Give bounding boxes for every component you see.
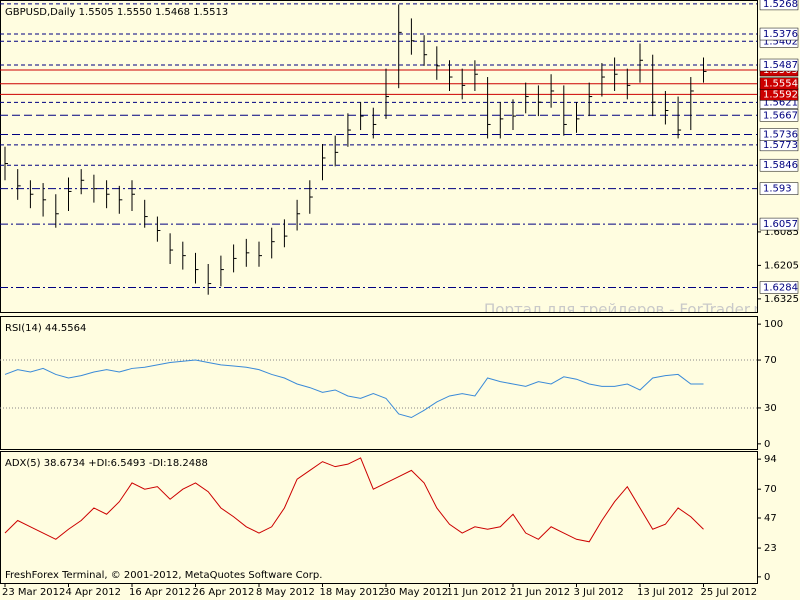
pane-title: GBPUSD,Daily 1.5505 1.5550 1.5468 1.5513 (5, 7, 228, 18)
level-label: 1.5621 (763, 97, 798, 108)
level-label: 1.6284 (763, 282, 798, 293)
y-tick-label: 70 (764, 355, 777, 366)
level-box (759, 217, 799, 231)
pane-frame (0, 0, 758, 313)
level-label: 1.5592 (763, 89, 798, 100)
x-tick-label: 23 Mar 2012 (2, 587, 65, 598)
watermark: Портал для трейдеров - ForTrader.ru (484, 301, 769, 319)
x-tick-label: 3 Jul 2012 (574, 587, 624, 598)
level-box (759, 58, 799, 72)
y-tick-label: 70 (764, 484, 777, 495)
level-box (759, 109, 799, 122)
level-label: 1.5554 (763, 79, 798, 90)
level-label: 1.5376 (763, 29, 798, 40)
level-label: 1.5736 (763, 130, 798, 141)
y-tick-label: 0 (764, 572, 770, 583)
level-label: 1.5773 (763, 140, 798, 151)
x-tick-label: 18 May 2012 (320, 587, 385, 598)
level-label: 1.5667 (763, 110, 798, 121)
level-label: 1.5268 (763, 0, 798, 10)
level-label: 1.5846 (763, 160, 798, 171)
x-tick-label: 21 Jun 2012 (510, 587, 570, 598)
level-box (759, 27, 799, 41)
x-tick-label: 30 May 2012 (383, 587, 448, 598)
y-tick-label: 94 (764, 454, 777, 465)
x-tick-label: 26 Apr 2012 (193, 587, 255, 598)
level-label: 1.5487 (763, 60, 798, 71)
pane-title: RSI(14) 44.5564 (5, 323, 86, 334)
level-label: 1.593 (763, 184, 792, 195)
y-tick-label: 100 (764, 319, 783, 330)
level-box (759, 281, 799, 294)
x-tick-label: 11 Jun 2012 (447, 587, 507, 598)
price-plot: Портал для трейдеров - ForTrader.ru (0, 3, 769, 319)
y-tick-label: 23 (764, 543, 777, 554)
y-tick-label: 1.6325 (764, 294, 799, 305)
x-tick-label: 25 Jul 2012 (701, 587, 758, 598)
pane-title: ADX(5) 38.6734 +DI:6.5493 -DI:18.2488 (5, 458, 208, 469)
x-tick-label: 4 Apr 2012 (66, 587, 121, 598)
level-box (759, 158, 799, 172)
indicator-line (4, 457, 704, 543)
level-box (759, 128, 799, 141)
y-tick-label: 47 (764, 513, 777, 524)
level-label: 1.5402 (763, 36, 798, 47)
x-tick-label: 16 Apr 2012 (129, 587, 191, 598)
y-tick-label: 0 (764, 439, 770, 450)
pane-frame (0, 316, 758, 450)
x-tick-label: 13 Jul 2012 (637, 587, 694, 598)
level-box (759, 77, 799, 90)
pane-frame (0, 451, 758, 584)
y-tick-label: 30 (764, 403, 777, 414)
level-label: 1.6057 (763, 219, 798, 230)
y-tick-label: 1.6085 (764, 227, 799, 238)
y-tick-label: 1.6205 (764, 260, 799, 271)
level-box (759, 182, 799, 195)
level-box (759, 0, 799, 11)
footer: FreshForex Terminal, © 2001-2012, MetaQu… (5, 570, 322, 581)
x-tick-label: 8 May 2012 (256, 587, 315, 598)
indicator-line (4, 359, 704, 419)
